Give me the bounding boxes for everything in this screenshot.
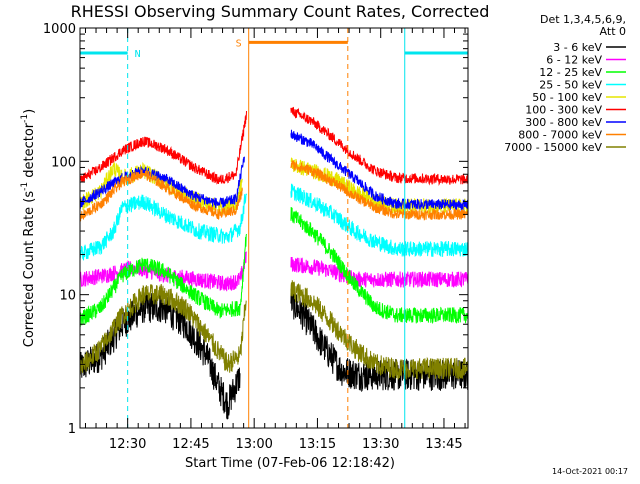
x-tick-label: 13:45 — [425, 437, 462, 452]
legend-label-800-7000-kev: 800 - 7000 keV — [518, 129, 602, 142]
axes-layer: 1 10 100 1000 12:30 12:45 13:00 13:15 13:30 13:45 — [43, 22, 469, 452]
legend-label-7000-15000-kev: 7000 - 15000 keV — [504, 141, 602, 154]
series-7000-15000-kev — [79, 280, 469, 381]
series-6-12-kev — [79, 251, 469, 292]
series-800-7000-pre-segment — [79, 169, 243, 223]
series-7000-15000-pre-segment — [79, 283, 247, 377]
y-tick-label: 1 — [68, 422, 76, 437]
series-300-800-pre-segment — [79, 156, 245, 209]
series-25-50-kev — [79, 183, 469, 262]
series-7000-15000-post-segment — [290, 280, 469, 381]
series-6-12-pre-segment — [79, 251, 247, 292]
legend-header-attenuator: Att 0 — [600, 25, 626, 38]
legend-label-3-6-kev: 3 - 6 keV — [553, 41, 602, 54]
series-300-800-kev — [79, 129, 469, 212]
x-tick-label: 13:30 — [362, 437, 399, 452]
flag-label-n: N — [135, 49, 141, 60]
legend-label-12-25-kev: 12 - 25 keV — [539, 66, 602, 79]
series-800-7000-kev — [79, 159, 469, 223]
series-12-25-post-segment — [290, 206, 469, 325]
series-25-50-pre-segment — [79, 193, 247, 262]
y-axis-label: Corrected Count Rate (s-1 detector-1) — [20, 109, 37, 347]
series-800-7000-post-segment — [290, 159, 469, 221]
series-100-300-pre-segment — [79, 110, 247, 185]
plot-frame — [79, 27, 469, 429]
svg-text:Corrected Count Rate (s-1 dete: Corrected Count Rate (s-1 detector-1) — [20, 109, 37, 347]
series-100-300-post-segment — [290, 106, 469, 187]
series-12-25-pre-segment — [79, 233, 247, 327]
y-tick-label: 1000 — [43, 22, 76, 37]
x-tick-label: 13:15 — [299, 437, 336, 452]
flag-label-s: S — [236, 38, 242, 49]
x-tick-label: 13:00 — [235, 437, 272, 452]
x-axis-label: Start Time (07-Feb-06 12:18:42) — [185, 456, 395, 471]
y-tick-label: 10 — [59, 289, 76, 304]
data-layer: NS — [79, 28, 469, 428]
legend-label-100-300-kev: 100 - 300 keV — [525, 104, 602, 117]
chart-title: RHESSI Observing Summary Count Rates, Co… — [71, 2, 490, 21]
legend-label-25-50-kev: 25 - 50 keV — [539, 79, 602, 92]
series-25-50-post-segment — [290, 183, 469, 258]
series-100-300-kev — [79, 106, 469, 187]
legend-label-6-12-kev: 6 - 12 keV — [546, 54, 602, 67]
y-tick-label: 100 — [51, 155, 76, 170]
render-timestamp: 14-Oct-2021 00:17 — [552, 467, 628, 476]
legend-header-detectors: Det 1,3,4,5,6,9, — [540, 13, 626, 26]
x-tick-label: 12:45 — [172, 437, 209, 452]
series-300-800-post-segment — [290, 129, 469, 212]
x-tick-label: 12:30 — [109, 437, 146, 452]
legend-label-300-800-kev: 300 - 800 keV — [525, 116, 602, 129]
legend-label-50-100-kev: 50 - 100 keV — [532, 91, 602, 104]
series-6-12-post-segment — [290, 256, 469, 288]
series-12-25-kev — [79, 206, 469, 327]
